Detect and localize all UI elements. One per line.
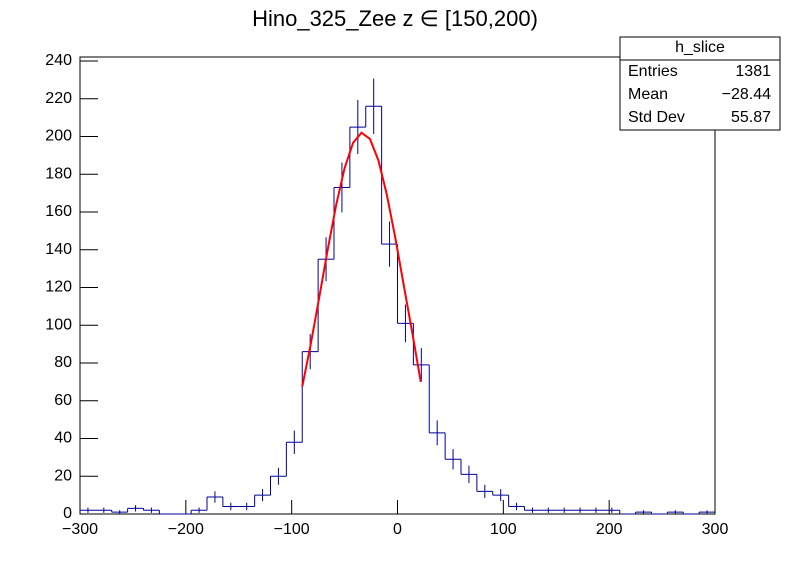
- chart-title: Hino_325_Zee z ∈ [150,200): [252, 6, 538, 31]
- y-tick-label: 60: [54, 392, 72, 409]
- y-tick-label: 40: [54, 430, 72, 447]
- y-tick-label: 220: [45, 90, 72, 107]
- y-tick-label: 200: [45, 128, 72, 145]
- stats-label: Entries: [628, 63, 678, 80]
- stats-label: Mean: [628, 86, 668, 103]
- x-tick-label: 0: [393, 521, 402, 538]
- stats-value: −28.44: [722, 86, 771, 103]
- y-tick-label: 240: [45, 52, 72, 69]
- x-tick-label: −200: [168, 521, 204, 538]
- y-tick-label: 0: [63, 505, 72, 522]
- y-tick-label: 160: [45, 203, 72, 220]
- y-tick-label: 20: [54, 467, 72, 484]
- y-tick-label: 180: [45, 165, 72, 182]
- y-tick-label: 140: [45, 241, 72, 258]
- fit-curve: [301, 131, 422, 387]
- y-tick-label: 80: [54, 354, 72, 371]
- stats-frame: [619, 36, 781, 131]
- x-tick-label: 100: [490, 521, 517, 538]
- y-tick-label: 100: [45, 316, 72, 333]
- stats-value: 1381: [735, 63, 771, 80]
- x-tick-label: 200: [596, 521, 623, 538]
- x-tick-label: 300: [702, 521, 729, 538]
- stats-value: 55.87: [731, 109, 771, 126]
- x-tick-label: −300: [62, 521, 98, 538]
- x-tick-label: −100: [274, 521, 310, 538]
- y-tick-label: 120: [45, 279, 72, 296]
- stats-box: h_slice: [619, 36, 781, 131]
- stats-title: h_slice: [675, 39, 725, 56]
- stats-label: Std Dev: [628, 109, 685, 126]
